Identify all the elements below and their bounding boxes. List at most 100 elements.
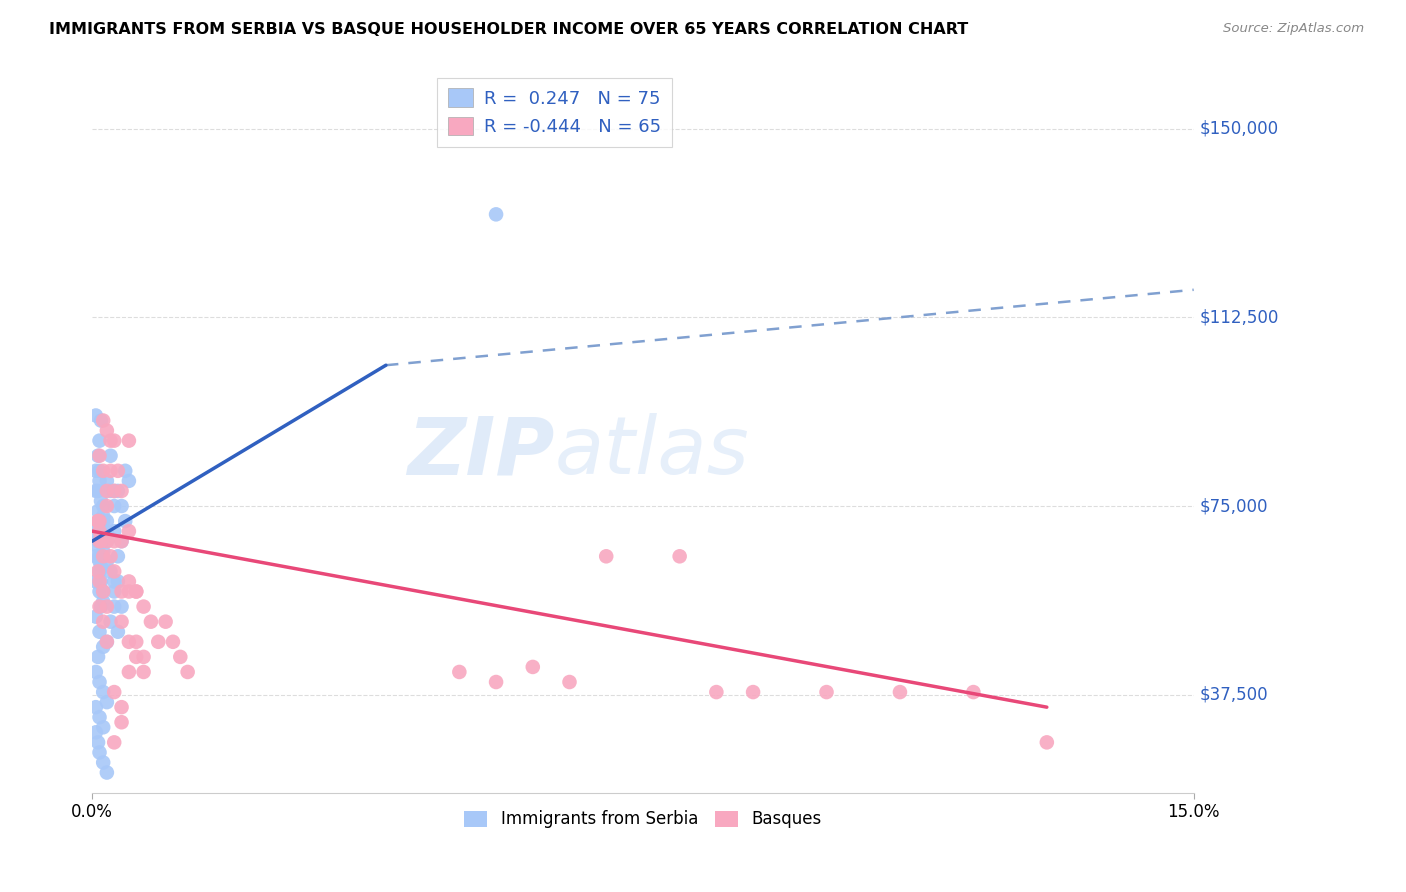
- Point: [91, 720, 114, 734]
- Point: [96, 599, 118, 614]
- Point: [87, 565, 110, 579]
- Point: [132, 665, 155, 679]
- Point: [558, 675, 581, 690]
- Point: [107, 624, 129, 639]
- Point: [84, 464, 107, 478]
- Point: [87, 504, 110, 518]
- Point: [91, 544, 114, 558]
- Point: [668, 549, 690, 564]
- Point: [89, 675, 111, 690]
- Legend: Immigrants from Serbia, Basques: Immigrants from Serbia, Basques: [457, 804, 828, 835]
- Point: [96, 524, 118, 538]
- Point: [91, 640, 114, 654]
- Point: [89, 474, 111, 488]
- Point: [103, 483, 125, 498]
- Text: $150,000: $150,000: [1199, 120, 1278, 138]
- Point: [595, 549, 617, 564]
- Text: atlas: atlas: [555, 413, 749, 491]
- Point: [107, 549, 129, 564]
- Point: [87, 514, 110, 528]
- Point: [110, 534, 132, 549]
- Point: [89, 574, 111, 589]
- Point: [96, 474, 118, 488]
- Point: [114, 464, 136, 478]
- Point: [103, 584, 125, 599]
- Point: [110, 715, 132, 730]
- Point: [103, 524, 125, 538]
- Point: [118, 634, 141, 648]
- Point: [89, 624, 111, 639]
- Point: [87, 735, 110, 749]
- Point: [100, 615, 122, 629]
- Point: [87, 449, 110, 463]
- Point: [84, 700, 107, 714]
- Point: [90, 413, 112, 427]
- Point: [91, 514, 114, 528]
- Point: [91, 413, 114, 427]
- Point: [87, 649, 110, 664]
- Point: [706, 685, 728, 699]
- Text: $75,000: $75,000: [1199, 497, 1268, 515]
- Point: [103, 483, 125, 498]
- Point: [89, 710, 111, 724]
- Point: [90, 599, 112, 614]
- Point: [87, 539, 110, 553]
- Point: [90, 559, 112, 574]
- Point: [89, 464, 111, 478]
- Point: [114, 514, 136, 528]
- Point: [91, 499, 114, 513]
- Point: [90, 534, 112, 549]
- Point: [87, 514, 110, 528]
- Point: [89, 554, 111, 568]
- Point: [89, 549, 111, 564]
- Point: [87, 534, 110, 549]
- Point: [522, 660, 544, 674]
- Point: [107, 464, 129, 478]
- Point: [103, 565, 125, 579]
- Point: [91, 615, 114, 629]
- Point: [889, 685, 911, 699]
- Point: [155, 615, 177, 629]
- Point: [125, 649, 148, 664]
- Point: [91, 594, 114, 608]
- Point: [96, 554, 118, 568]
- Text: $112,500: $112,500: [1199, 309, 1278, 326]
- Point: [89, 565, 111, 579]
- Point: [815, 685, 838, 699]
- Point: [84, 483, 107, 498]
- Point: [84, 549, 107, 564]
- Point: [118, 434, 141, 448]
- Point: [84, 409, 107, 423]
- Text: IMMIGRANTS FROM SERBIA VS BASQUE HOUSEHOLDER INCOME OVER 65 YEARS CORRELATION CH: IMMIGRANTS FROM SERBIA VS BASQUE HOUSEHO…: [49, 22, 969, 37]
- Point: [118, 574, 141, 589]
- Point: [103, 499, 125, 513]
- Point: [118, 474, 141, 488]
- Point: [89, 524, 111, 538]
- Point: [118, 665, 141, 679]
- Point: [96, 695, 118, 709]
- Point: [96, 534, 118, 549]
- Point: [162, 634, 184, 648]
- Point: [90, 574, 112, 589]
- Point: [91, 464, 114, 478]
- Point: [110, 483, 132, 498]
- Point: [100, 464, 122, 478]
- Point: [485, 207, 508, 221]
- Point: [90, 534, 112, 549]
- Point: [100, 434, 122, 448]
- Point: [91, 685, 114, 699]
- Point: [118, 524, 141, 538]
- Point: [96, 534, 118, 549]
- Point: [1036, 735, 1059, 749]
- Point: [110, 499, 132, 513]
- Point: [96, 483, 118, 498]
- Point: [742, 685, 765, 699]
- Point: [103, 434, 125, 448]
- Point: [96, 634, 118, 648]
- Point: [103, 685, 125, 699]
- Point: [100, 565, 122, 579]
- Point: [96, 424, 118, 438]
- Point: [110, 584, 132, 599]
- Point: [110, 700, 132, 714]
- Point: [84, 665, 107, 679]
